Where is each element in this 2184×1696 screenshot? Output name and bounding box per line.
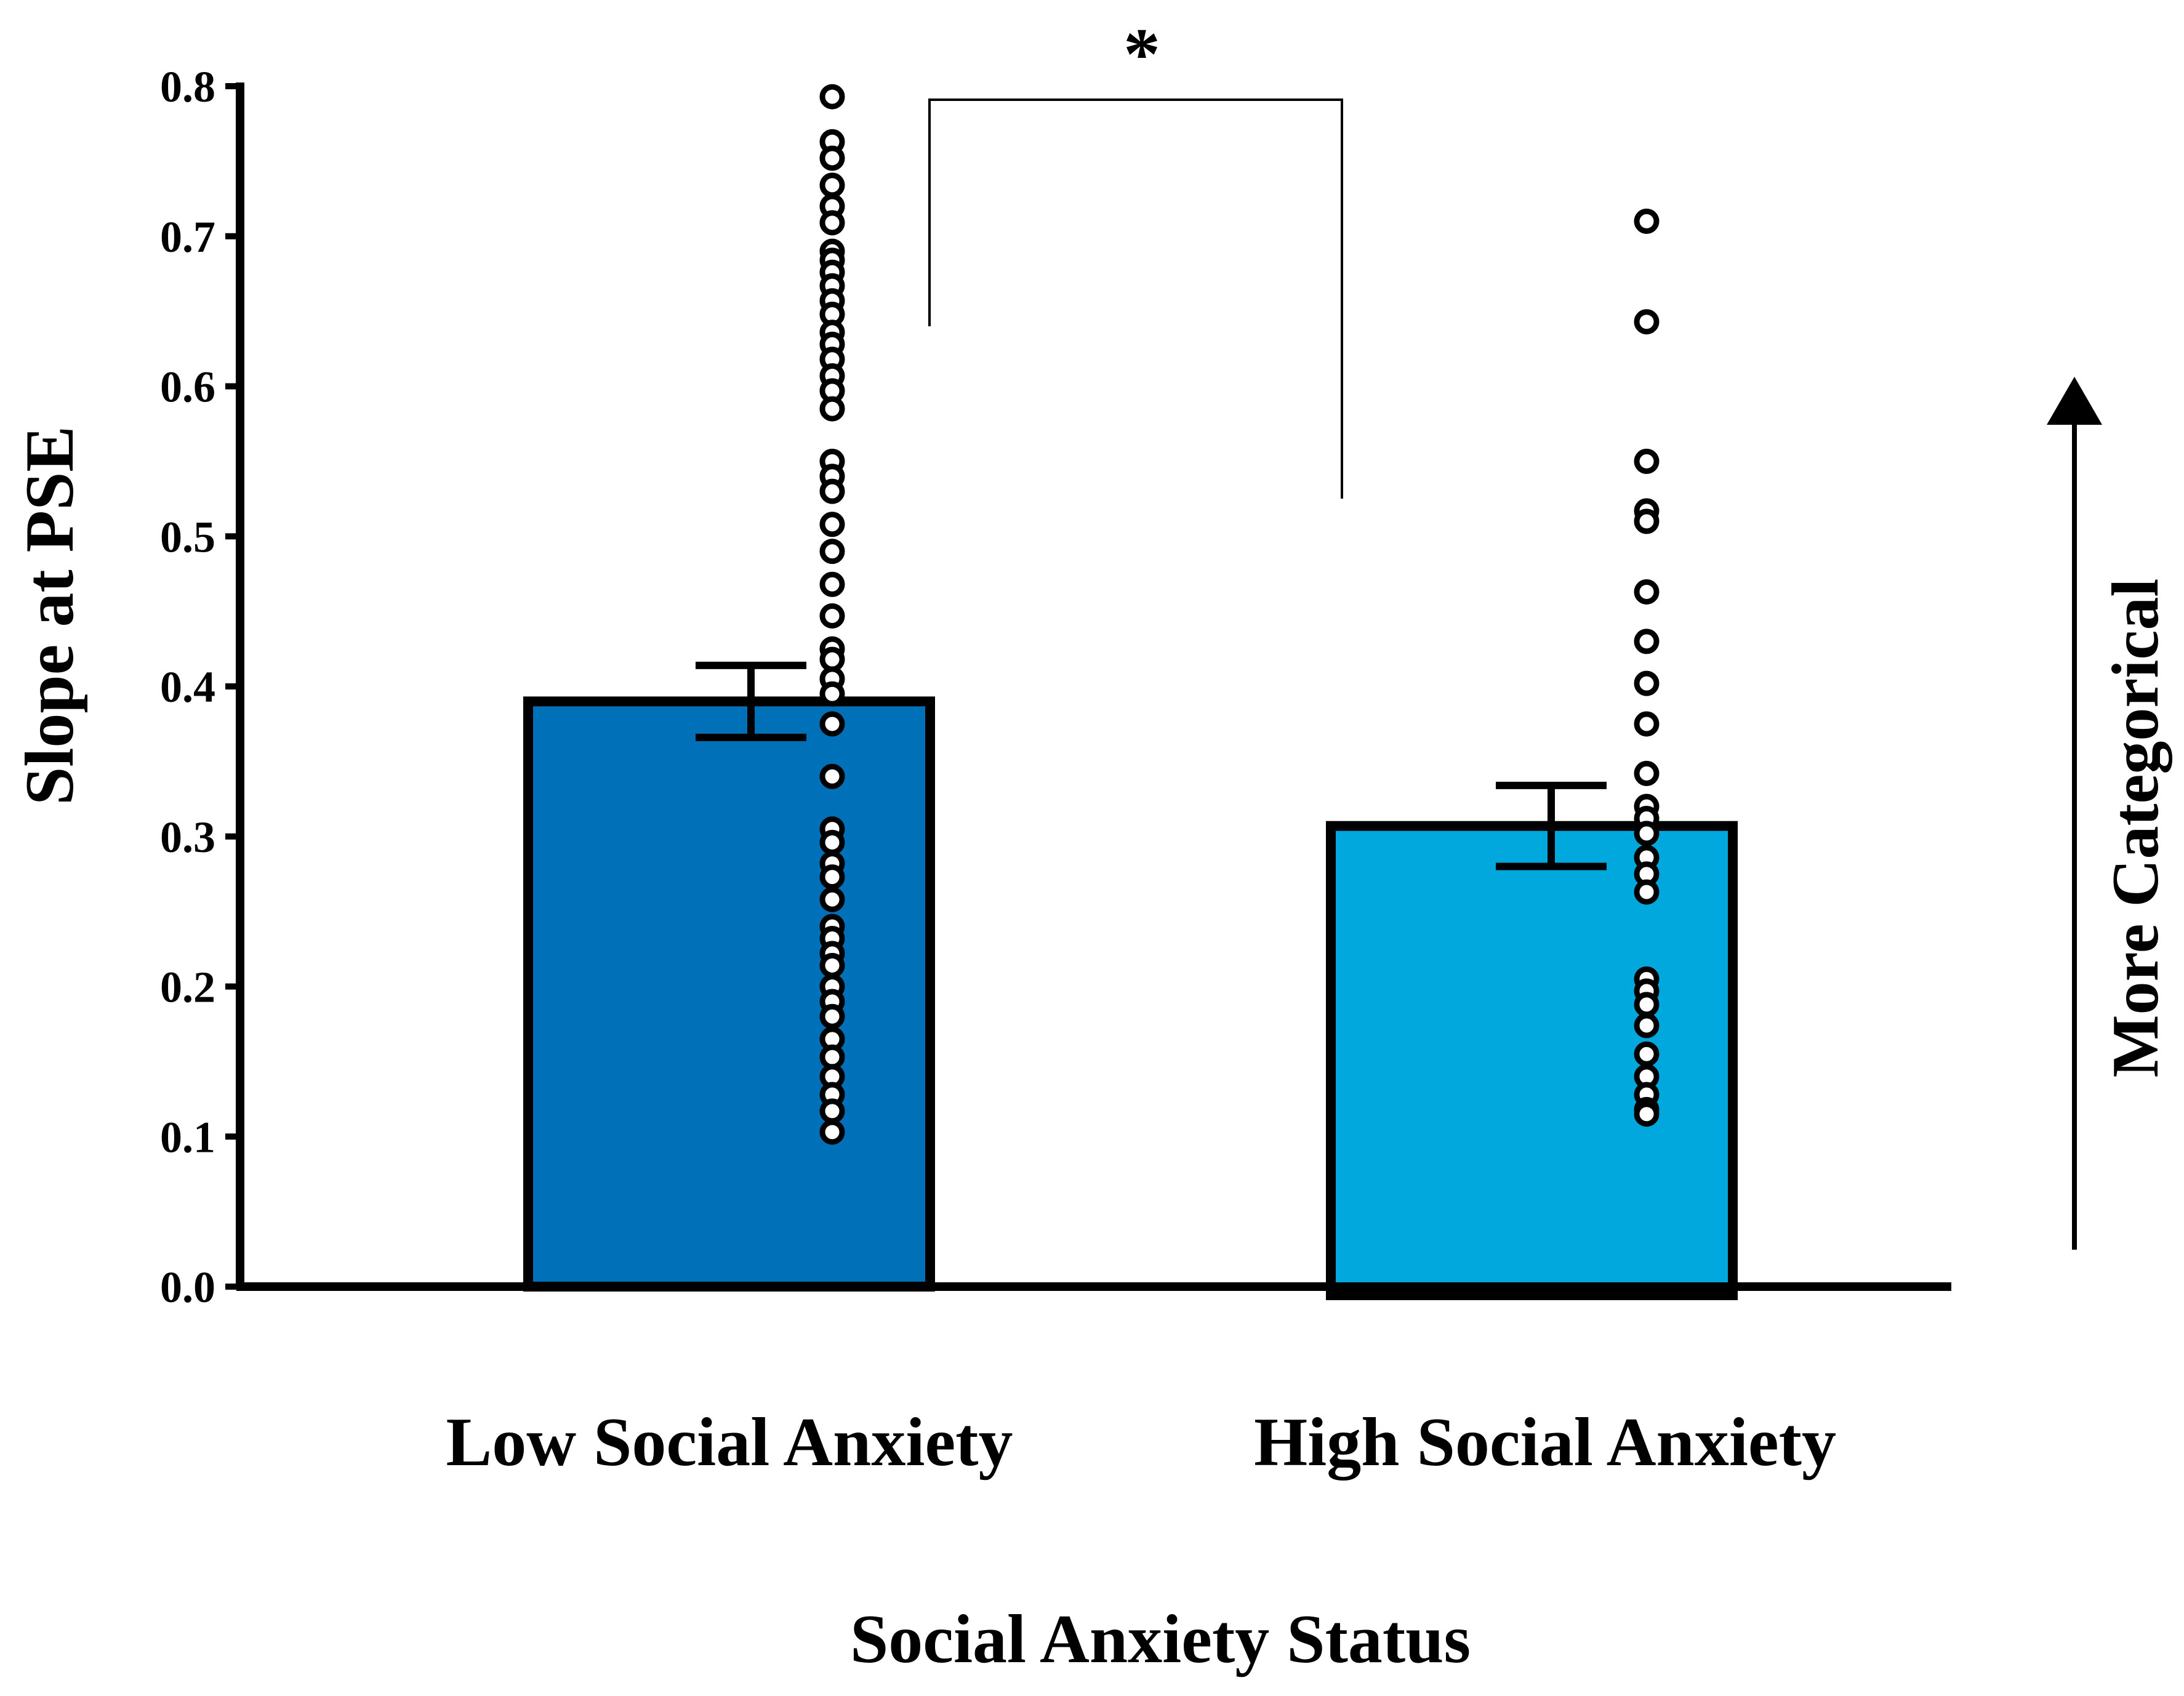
direction-arrow-head [2047,377,2102,425]
data-point-0-32 [819,830,845,855]
y-tick-label-6: 0.6 [160,363,215,412]
data-point-0-39 [819,952,845,978]
y-tick-label-3: 0.3 [160,813,215,862]
data-point-1-9 [1634,760,1660,786]
error-bar-0 [696,661,806,741]
y-tick-label-5: 0.5 [160,512,215,561]
data-point-1-7 [1634,670,1660,696]
data-point-1-6 [1634,629,1660,654]
category-label-low: Low Social Anxiety [446,1404,1013,1481]
x-axis-title: Social Anxiety Status [850,1601,1471,1678]
data-point-0-28 [819,681,845,707]
y-tick-label-7: 0.7 [160,212,215,262]
data-point-1-1 [1634,309,1660,335]
y-ticks: 0.0 0.1 0.2 0.3 0.4 0.5 0.6 0.7 0.8 [160,62,240,1312]
bar-1 [1326,821,1738,1300]
significance-star: * [1123,13,1160,95]
data-point-1-19 [1634,1013,1660,1039]
data-point-0-2 [819,145,845,171]
y-tick-label-2: 0.2 [160,963,215,1012]
data-point-1-5 [1634,579,1660,605]
data-point-0-35 [819,886,845,912]
data-point-0-22 [819,539,845,565]
y-tick-label-4: 0.4 [160,662,215,712]
y-axis-title: Slope at PSE [12,426,88,805]
error-bar-1 [1496,781,1607,870]
points-layer [819,84,1660,1145]
significance-bracket-line [928,98,1343,499]
data-point-1-15 [1634,879,1660,905]
data-point-0-29 [819,711,845,737]
data-point-0-5 [819,210,845,236]
data-point-0-17 [819,396,845,422]
data-point-0-0 [819,84,845,110]
data-point-0-30 [819,763,845,789]
y-tick-label-0: 0.0 [160,1263,215,1312]
data-point-1-20 [1634,1041,1660,1067]
bars-layer [523,696,1738,1300]
direction-label: More Categorical [2099,579,2172,1078]
data-point-1-8 [1634,711,1660,737]
direction-arrow [2047,377,2102,1250]
data-point-0-34 [819,864,845,890]
data-point-0-23 [819,571,845,597]
data-point-1-24 [1634,1101,1660,1127]
data-point-0-21 [819,512,845,537]
data-point-1-12 [1634,821,1660,846]
bar-0 [523,696,935,1292]
data-point-0-42 [819,1003,845,1029]
data-point-0-48 [819,1119,845,1145]
y-tick-label-1: 0.1 [160,1112,215,1162]
data-point-1-2 [1634,448,1660,474]
data-point-0-20 [819,478,845,504]
y-tick-label-8: 0.8 [160,62,215,111]
errorbars-layer [696,661,1607,870]
significance-bracket: * [928,13,1343,499]
data-point-0-3 [819,172,845,198]
category-label-high: High Social Anxiety [1254,1404,1836,1481]
data-point-0-47 [819,1098,845,1124]
data-point-1-4 [1634,508,1660,534]
data-point-0-24 [819,603,845,629]
data-point-1-18 [1634,992,1660,1018]
data-point-1-0 [1634,208,1660,234]
